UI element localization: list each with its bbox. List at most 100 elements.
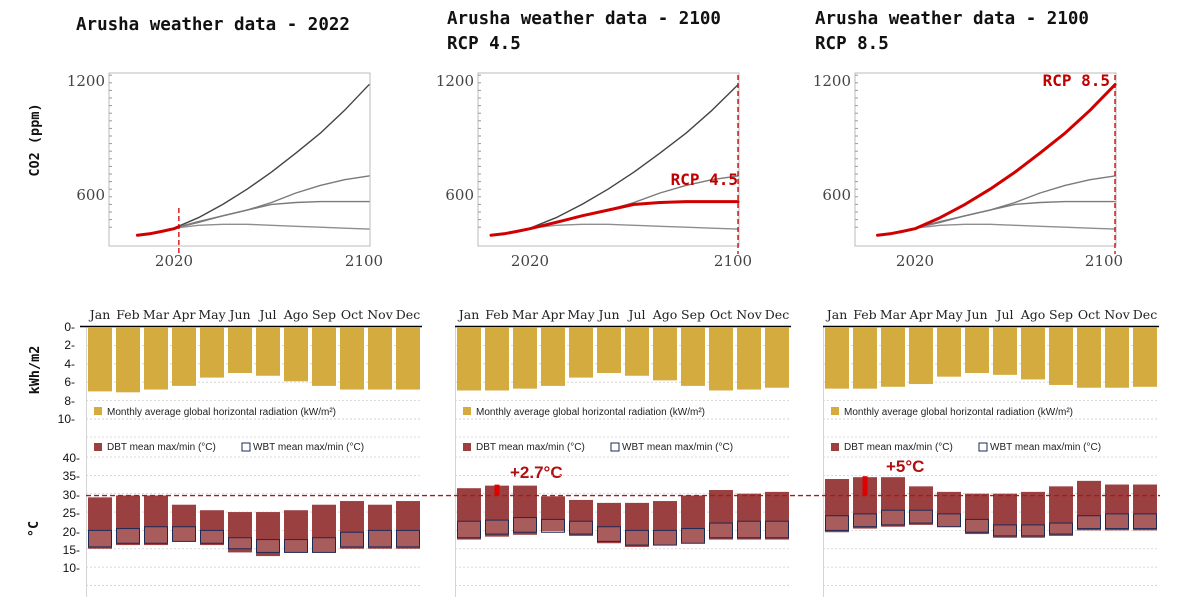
month-label: Jun (596, 307, 619, 322)
temperature-legend: DBT mean max/min (°C) WBT mean max/min (… (831, 442, 1101, 453)
month-label: Oct (1078, 307, 1100, 322)
rcp45-temperature-delta: +2.7°C (510, 463, 563, 482)
x-tick-label: 2020 (511, 252, 549, 270)
month-label: Nov (736, 307, 762, 322)
dbt-bar (256, 512, 280, 557)
y-tick-label: 0- (64, 320, 75, 334)
rcp45-highlight-label: RCP 4.5 (671, 170, 738, 189)
y-tick-label: 10- (63, 561, 80, 575)
series-line-historical (135, 225, 181, 237)
wbt-box (88, 529, 112, 548)
dbt-bar (340, 501, 364, 549)
dbt-bar (681, 495, 705, 544)
wbt-box (597, 526, 621, 542)
radiation-bar (88, 327, 112, 392)
series-line-rcp-4-5 (489, 200, 740, 237)
series-line-rcp-4-5 (914, 200, 1116, 229)
dbt-bar (1133, 484, 1157, 531)
radiation-bar (569, 327, 593, 378)
radiation-bar (1077, 327, 1101, 388)
co2-axis-label: CO2 (ppm) (27, 103, 43, 176)
dbt-bar (625, 502, 649, 547)
radiation-bar (1049, 327, 1073, 385)
dbt-bar (1049, 486, 1073, 536)
y-tick-label: 1200 (813, 72, 851, 90)
month-label: Nov (367, 307, 393, 322)
dbt-bar (993, 493, 1017, 538)
dbt-bar (396, 501, 420, 549)
dbt-bar (1077, 480, 1101, 531)
wbt-box (937, 513, 961, 528)
radiation-bar (737, 327, 761, 390)
dbt-bar (881, 477, 905, 527)
y-tick-label: 6- (64, 375, 75, 389)
radiation-bar (597, 327, 621, 373)
dbt-bar (765, 491, 789, 540)
month-label: Sep (681, 307, 705, 322)
dbt-bar (569, 499, 593, 536)
month-label: Feb (116, 307, 139, 322)
legend-label-dbt: DBT mean max/min (°C) (476, 442, 585, 453)
month-label: Jun (227, 307, 250, 322)
radiation-bar (513, 327, 537, 389)
wbt-box (825, 515, 849, 531)
legend-swatch-wbt (241, 442, 251, 452)
dbt-bar (937, 491, 961, 527)
legend-swatch-radiation (831, 407, 839, 415)
radiation-bar (457, 327, 481, 391)
wbt-box (1049, 522, 1073, 535)
dbt-bar (597, 502, 621, 544)
wbt-box (200, 529, 224, 544)
y-tick-label: 2- (64, 338, 75, 352)
legend-label-radiation: Monthly average global horizontal radiat… (107, 407, 336, 418)
co2-chart-frame (854, 72, 1117, 247)
y-tick-label: 8- (64, 394, 75, 408)
dbt-bar (909, 486, 933, 525)
wbt-box (737, 520, 761, 539)
wbt-box (396, 529, 420, 548)
legend-swatch-dbt (94, 443, 102, 451)
radiation-bar (172, 327, 196, 386)
wbt-box (1133, 513, 1157, 530)
legend-label-radiation: Monthly average global horizontal radiat… (476, 407, 705, 418)
co2-chart-2022: 1200 600 2020 2100 (67, 72, 383, 270)
wbt-box (340, 531, 364, 548)
month-label: Sep (1049, 307, 1073, 322)
month-label: Apr (908, 307, 932, 322)
panel-1-title: Arusha weather data - 2022 (76, 15, 350, 35)
rcp85-temperature-delta: +5°C (886, 457, 924, 476)
wbt-box (485, 519, 509, 535)
wbt-box (144, 526, 168, 544)
x-tick-label: 2100 (1085, 252, 1123, 270)
temperature-axis-label: °C (26, 521, 42, 537)
legend-label-wbt: WBT mean max/min (°C) (253, 442, 364, 453)
wbt-box (765, 520, 789, 539)
y-tick-label: 40- (63, 451, 80, 465)
dbt-bar (541, 496, 565, 532)
temperature-delta-marker (494, 484, 500, 496)
radiation-bar (312, 327, 336, 386)
dbt-bar (116, 495, 140, 546)
radiation-bar (340, 327, 364, 390)
legend-swatch-wbt (978, 442, 988, 452)
wbt-box (965, 518, 989, 533)
panel-2-title: Arusha weather data - 2100 (447, 9, 721, 29)
month-label: Jul (257, 307, 276, 322)
month-label: Jan (825, 307, 848, 322)
y-tick-label: 35- (63, 469, 80, 483)
co2-series-lines (109, 74, 370, 254)
month-label: May (567, 307, 595, 322)
dbt-bar (172, 504, 196, 542)
month-label: Jan (88, 307, 111, 322)
temperature-legend: DBT mean max/min (°C) WBT mean max/min (… (463, 442, 733, 453)
legend-swatch-dbt (831, 443, 839, 451)
month-label: Dec (396, 307, 420, 322)
wbt-box (312, 537, 336, 553)
wbt-box (1077, 515, 1101, 530)
month-label: Apr (540, 307, 564, 322)
co2-chart-rcp85: 1200 600 2020 2100 RCP 8.5 (813, 71, 1123, 270)
y-tick-label: 600 (76, 186, 105, 204)
dbt-bar (709, 490, 733, 540)
radiation-bar (1133, 327, 1157, 387)
wbt-box (457, 520, 481, 539)
